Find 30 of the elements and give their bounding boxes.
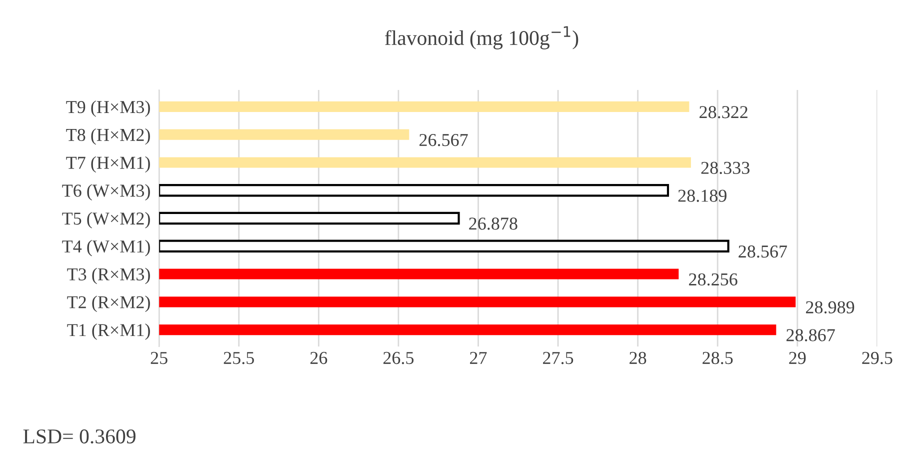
data-label: 28.189 <box>678 190 726 202</box>
x-tick-label: 28 <box>630 352 646 364</box>
y-tick-label: T7 (H×M1) <box>66 156 150 173</box>
data-label: 26.567 <box>420 134 468 146</box>
data-label: 28.322 <box>700 106 748 118</box>
y-tick-label: T8 (H×M2) <box>66 128 150 145</box>
data-label: 28.256 <box>689 273 738 286</box>
data-label: 28.867 <box>786 329 835 342</box>
x-tick-label: 29 <box>789 352 806 364</box>
x-tick-label: 26.5 <box>383 352 414 364</box>
y-tick-label: T9 (H×M3) <box>66 100 150 117</box>
data-label: 28.567 <box>738 245 788 258</box>
x-tick-label: 29.5 <box>862 352 892 364</box>
y-tick-label: T1 (R×M1) <box>67 324 150 340</box>
data-label: 28.333 <box>701 162 750 174</box>
x-tick-label: 27.5 <box>543 352 574 364</box>
x-tick-label: 25.5 <box>224 352 254 364</box>
x-tick-label: 28.5 <box>702 352 733 364</box>
x-tick-label: 26 <box>310 352 328 364</box>
y-tick-label: T2 (R×M2) <box>67 296 150 312</box>
x-tick-label: 25 <box>150 352 168 364</box>
y-tick-label: T4 (W×M1) <box>62 240 150 256</box>
x-tick-label: 27 <box>470 352 487 364</box>
data-label: 28.989 <box>806 301 854 314</box>
text: LSD= 0.3609 <box>23 429 136 444</box>
data-label: 26.878 <box>469 218 518 230</box>
y-tick-label: T6 (W×M3) <box>62 184 150 200</box>
chart-title: flavonoid (mg 100g$^{−1}$) <box>385 26 578 50</box>
y-tick-label: T5 (W×M2) <box>62 212 150 228</box>
y-tick-label: T3 (R×M3) <box>67 268 150 284</box>
